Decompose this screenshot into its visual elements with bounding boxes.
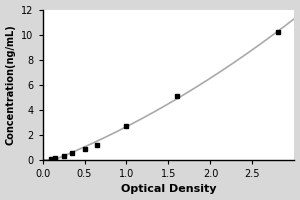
Y-axis label: Concentration(ng/mL): Concentration(ng/mL) <box>6 24 16 145</box>
X-axis label: Optical Density: Optical Density <box>121 184 216 194</box>
